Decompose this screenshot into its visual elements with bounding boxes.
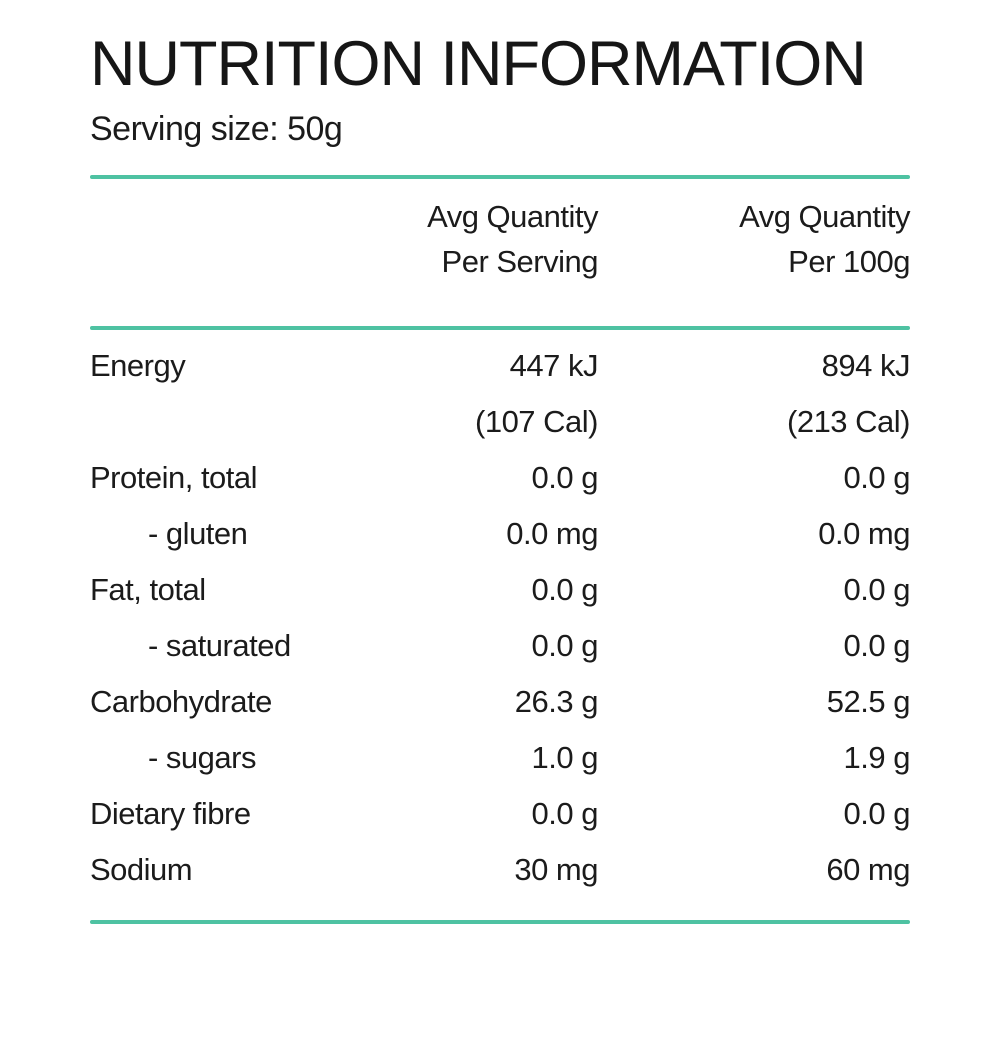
row-label: Sodium — [90, 852, 193, 888]
table-row: Energy 447 kJ 894 kJ — [90, 338, 911, 394]
table-row: - gluten 0.0 mg 0.0 mg — [90, 506, 911, 562]
row-label: Dietary fibre — [90, 796, 251, 832]
row-label: - saturated — [148, 628, 291, 664]
divider-top — [90, 175, 910, 180]
table-row: Carbohydrate 26.3 g 52.5 g — [90, 674, 911, 730]
serving-size-text: Serving size: 50g — [90, 110, 343, 149]
header-per-serving-line1: Avg Quantity — [427, 199, 598, 235]
row-value-per-serving: 30 mg — [514, 852, 598, 888]
header-per-100g: Avg Quantity Per 100g — [598, 194, 910, 284]
page-title: NUTRITION INFORMATION — [90, 29, 867, 99]
row-value-per-100g: 894 kJ — [821, 348, 911, 384]
row-value-per-100g: 0.0 g — [843, 460, 911, 496]
header-per-100g-line2: Per 100g — [788, 244, 910, 280]
table-row: - sugars 1.0 g 1.9 g — [90, 730, 911, 786]
table-row: (107 Cal) (213 Cal) — [90, 394, 911, 450]
table-row: Dietary fibre 0.0 g 0.0 g — [90, 786, 911, 842]
row-label: Protein, total — [90, 460, 258, 496]
divider-header — [90, 326, 910, 331]
table-row: Protein, total 0.0 g 0.0 g — [90, 450, 911, 506]
row-label: Energy — [90, 348, 186, 384]
table-row: Fat, total 0.0 g 0.0 g — [90, 562, 911, 618]
row-value-per-100g: 0.0 g — [843, 628, 911, 664]
row-label: - gluten — [148, 516, 248, 552]
header-per-100g-line1: Avg Quantity — [739, 199, 910, 235]
row-value-per-serving: 1.0 g — [531, 740, 599, 776]
header-per-serving: Avg Quantity Per Serving — [378, 194, 598, 284]
table-body: Energy 447 kJ 894 kJ (107 Cal) (213 Cal)… — [90, 330, 911, 898]
row-value-per-100g: 0.0 g — [843, 796, 911, 832]
row-value-per-serving: 26.3 g — [514, 684, 599, 720]
row-value-per-serving: 0.0 g — [531, 460, 599, 496]
table-row: Sodium 30 mg 60 mg — [90, 842, 911, 898]
row-value-per-serving: 0.0 g — [531, 572, 599, 608]
divider-bottom — [90, 920, 910, 925]
row-label: Fat, total — [90, 572, 206, 608]
row-value-per-100g: 0.0 mg — [818, 516, 910, 552]
row-value-per-100g: (213 Cal) — [787, 404, 911, 440]
row-value-per-100g: 1.9 g — [843, 740, 911, 776]
row-value-per-serving: (107 Cal) — [475, 404, 599, 440]
table-header-row: Avg Quantity Per Serving Avg Quantity Pe… — [90, 179, 910, 300]
row-value-per-serving: 0.0 mg — [506, 516, 598, 552]
row-value-per-serving: 0.0 g — [531, 628, 599, 664]
row-value-per-100g: 60 mg — [826, 852, 910, 888]
row-label: Carbohydrate — [90, 684, 272, 720]
row-value-per-100g: 0.0 g — [843, 572, 911, 608]
table-row: - saturated 0.0 g 0.0 g — [90, 618, 911, 674]
row-value-per-serving: 0.0 g — [531, 796, 599, 832]
row-label: - sugars — [148, 740, 256, 776]
header-per-serving-line2: Per Serving — [441, 244, 599, 280]
row-value-per-100g: 52.5 g — [826, 684, 911, 720]
row-value-per-serving: 447 kJ — [509, 348, 599, 384]
nutrition-panel: NUTRITION INFORMATION Serving size: 50g … — [90, 0, 911, 925]
